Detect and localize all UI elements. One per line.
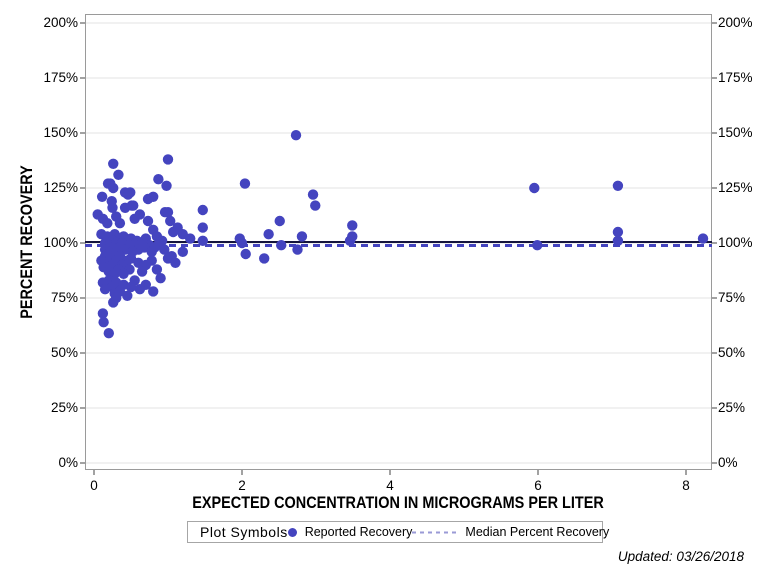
data-point [129,213,140,224]
data-point [108,158,119,169]
data-point [292,244,303,255]
data-point [125,281,137,293]
legend-label-median-recovery: Median Percent Recovery [465,525,610,539]
data-point [236,237,248,249]
data-point [98,317,109,328]
data-point [153,174,164,185]
y-tick-label: 75% [50,290,78,305]
data-point [142,193,154,205]
data-point [122,189,134,200]
data-point [162,207,174,218]
data-point [107,202,118,213]
y-tick-label: 50% [50,345,78,360]
updated-date-note: Updated: 03/26/2018 [617,549,744,564]
legend-box: Plot Symbols Reported Recovery Median Pe… [187,521,609,543]
data-point [529,182,540,194]
data-point [102,218,113,229]
y-tick-label: 25% [50,400,78,415]
y-tick-label: 100% [718,235,753,250]
data-point [344,235,356,246]
data-point [103,328,115,339]
data-point [148,286,159,297]
data-point [142,215,154,227]
legend-item-reported-recovery: Reported Recovery [287,525,413,539]
data-point [119,202,131,213]
data-point [151,264,163,275]
legend-label-reported-recovery: Reported Recovery [304,525,413,539]
y-tick-label: 0% [718,455,738,470]
data-point [263,229,274,240]
data-point [276,240,287,251]
y-tick-label: 200% [718,15,753,30]
y-tick-label: 200% [43,15,78,30]
data-point [240,248,251,260]
data-point [239,178,251,189]
y-tick-label: 125% [718,180,753,195]
data-point [296,231,308,242]
filled-circle-icon [287,527,297,537]
data-point [177,246,188,257]
data-point [612,180,624,191]
data-point [161,180,172,191]
data-point [165,215,176,227]
data-point [99,284,111,295]
data-point [97,308,109,319]
data-point [612,235,624,246]
legend-title: Plot Symbols [200,524,288,540]
data-point [108,182,119,194]
data-point [197,222,208,233]
data-point [118,268,129,279]
data-point [122,290,133,301]
x-tick-label: 4 [386,478,394,493]
data-point [155,273,166,284]
x-tick-label: 6 [534,478,542,493]
data-point [136,266,148,277]
data-point [96,191,108,202]
data-point [532,240,543,251]
dashed-line-icon [412,531,457,533]
y-tick-label: 150% [718,125,753,140]
y-tick-label: 100% [43,235,78,250]
data-point [347,220,358,231]
data-point [108,297,119,308]
y-axis-title: PERCENT RECOVERY [17,165,36,319]
data-point [134,284,146,295]
y-tick-label: 0% [58,455,78,470]
x-tick-label: 2 [238,478,246,493]
data-point [310,200,321,211]
data-point [612,226,624,238]
y-tick-label: 175% [718,70,753,85]
legend-item-median-recovery: Median Percent Recovery [412,525,609,539]
data-point [113,169,124,180]
x-axis-title: EXPECTED CONCENTRATION IN MICROGRAMS PER… [192,493,604,512]
y-tick-label: 75% [718,290,746,305]
data-point [307,189,319,200]
data-point [170,257,181,268]
data-point [197,235,208,246]
y-tick-label: 25% [718,400,746,415]
data-point [162,154,174,165]
y-tick-label: 175% [43,70,78,85]
data-point [197,204,208,216]
data-point [259,253,270,264]
data-point [274,215,285,227]
data-point [290,130,302,141]
x-tick-label: 0 [90,478,98,493]
x-tick-label: 8 [682,478,690,493]
data-point [114,218,126,229]
y-tick-label: 125% [43,180,78,195]
data-point [697,233,709,244]
y-tick-label: 150% [43,125,78,140]
data-point [167,226,179,238]
data-point [128,200,139,211]
data-point [159,244,170,255]
y-tick-label: 50% [718,345,746,360]
data-point [146,246,157,257]
data-point [185,233,196,244]
